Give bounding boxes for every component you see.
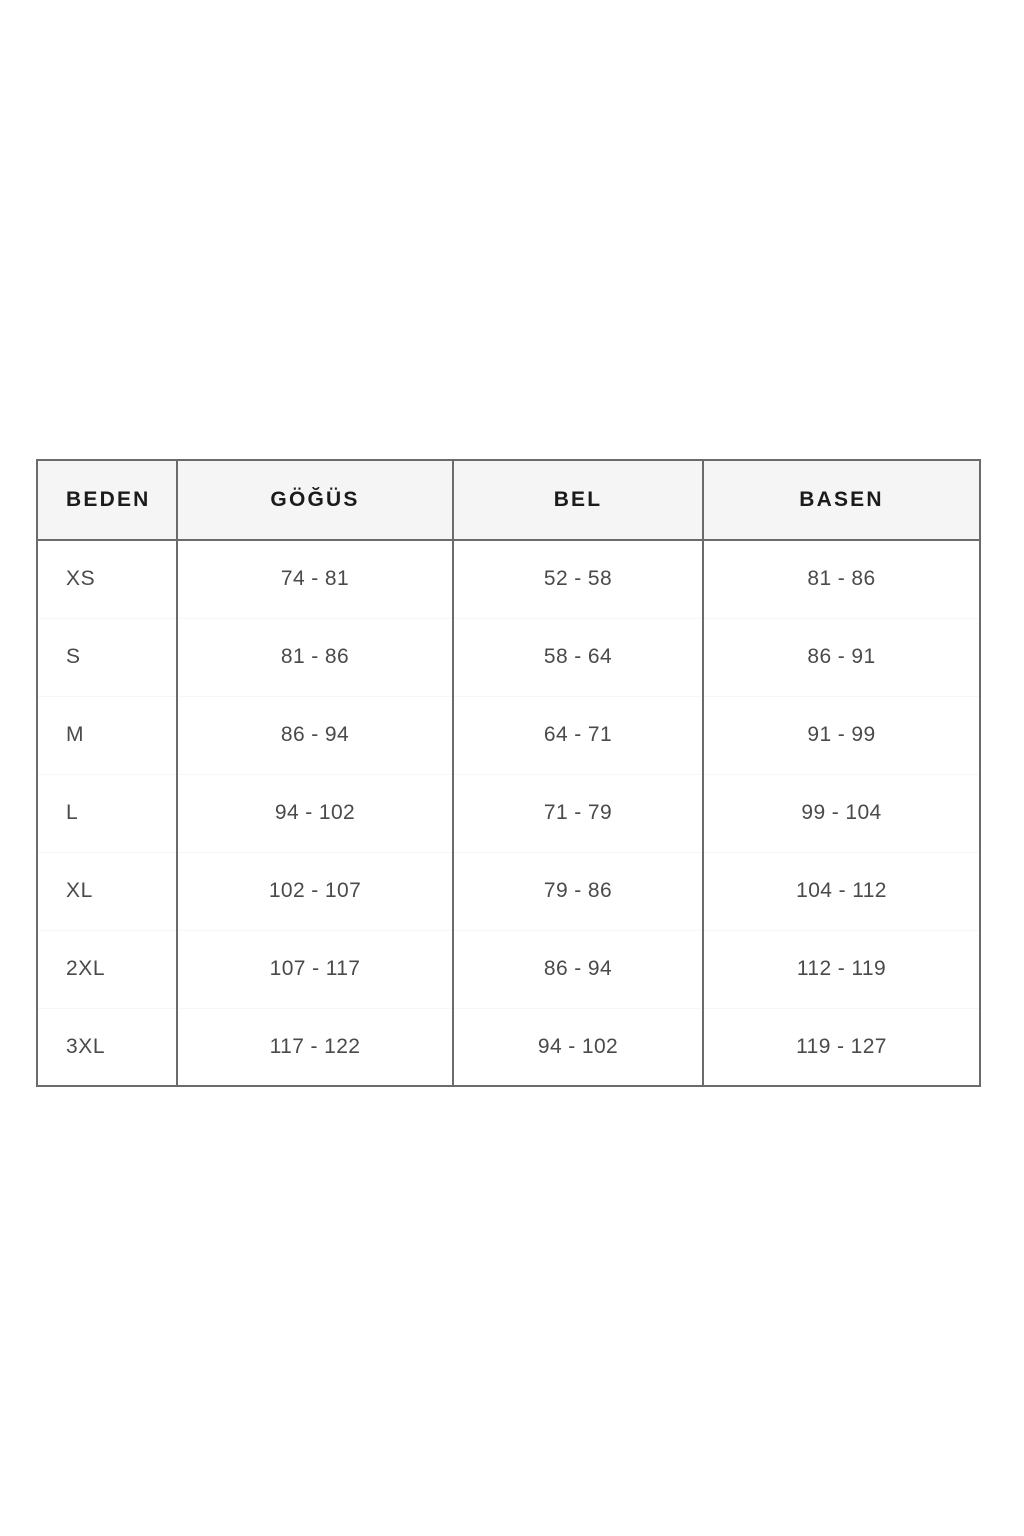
cell-gogus: 107 - 117 <box>177 930 454 1009</box>
cell-bel: 94 - 102 <box>453 1008 704 1086</box>
column-header-beden: BEDEN <box>37 460 178 541</box>
table-row: L 94 - 102 71 - 79 99 - 104 <box>37 774 980 853</box>
table-row: M 86 - 94 64 - 71 91 - 99 <box>37 696 980 775</box>
cell-basen: 99 - 104 <box>703 774 980 853</box>
cell-bel: 79 - 86 <box>453 852 704 931</box>
cell-bel: 64 - 71 <box>453 696 704 775</box>
table-row: XL 102 - 107 79 - 86 104 - 112 <box>37 852 980 931</box>
table-row: S 81 - 86 58 - 64 86 - 91 <box>37 618 980 697</box>
cell-basen: 91 - 99 <box>703 696 980 775</box>
cell-beden: S <box>37 618 178 697</box>
header-row: BEDEN GÖĞÜS BEL BASEN <box>37 460 980 541</box>
cell-bel: 52 - 58 <box>453 540 704 619</box>
cell-basen: 119 - 127 <box>703 1008 980 1086</box>
column-header-gogus: GÖĞÜS <box>177 460 454 541</box>
cell-gogus: 94 - 102 <box>177 774 454 853</box>
cell-basen: 112 - 119 <box>703 930 980 1009</box>
size-chart-table: BEDEN GÖĞÜS BEL BASEN XS 74 - 81 52 - 58… <box>36 459 981 1087</box>
size-chart-container: BEDEN GÖĞÜS BEL BASEN XS 74 - 81 52 - 58… <box>36 459 981 1087</box>
cell-bel: 58 - 64 <box>453 618 704 697</box>
cell-beden: 3XL <box>37 1008 178 1086</box>
table-row: 3XL 117 - 122 94 - 102 119 - 127 <box>37 1008 980 1086</box>
column-header-basen: BASEN <box>703 460 980 541</box>
cell-bel: 71 - 79 <box>453 774 704 853</box>
cell-gogus: 81 - 86 <box>177 618 454 697</box>
cell-beden: XS <box>37 540 178 619</box>
table-row: XS 74 - 81 52 - 58 81 - 86 <box>37 540 980 619</box>
cell-gogus: 102 - 107 <box>177 852 454 931</box>
cell-beden: L <box>37 774 178 853</box>
cell-basen: 81 - 86 <box>703 540 980 619</box>
cell-basen: 104 - 112 <box>703 852 980 931</box>
cell-gogus: 86 - 94 <box>177 696 454 775</box>
cell-basen: 86 - 91 <box>703 618 980 697</box>
size-chart-header: BEDEN GÖĞÜS BEL BASEN <box>37 460 980 541</box>
cell-beden: XL <box>37 852 178 931</box>
table-row: 2XL 107 - 117 86 - 94 112 - 119 <box>37 930 980 1009</box>
cell-beden: 2XL <box>37 930 178 1009</box>
cell-gogus: 117 - 122 <box>177 1008 454 1086</box>
cell-bel: 86 - 94 <box>453 930 704 1009</box>
cell-beden: M <box>37 696 178 775</box>
column-header-bel: BEL <box>453 460 704 541</box>
size-chart-body: XS 74 - 81 52 - 58 81 - 86 S 81 - 86 58 … <box>37 540 980 1086</box>
cell-gogus: 74 - 81 <box>177 540 454 619</box>
